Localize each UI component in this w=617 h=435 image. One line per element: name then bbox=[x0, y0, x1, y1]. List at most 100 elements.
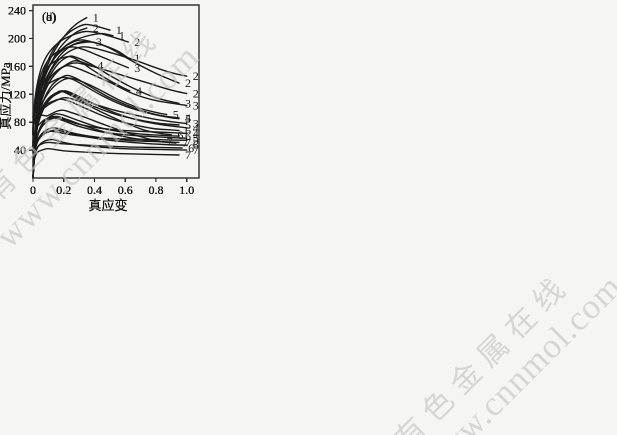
y-tick-label: 120 bbox=[8, 87, 26, 101]
watermark-text: 有色金属在线 bbox=[0, 19, 168, 209]
y-tick-label: 160 bbox=[8, 59, 26, 73]
curve-label: 6 bbox=[185, 129, 191, 143]
curve-2 bbox=[32, 39, 180, 179]
curve-label: 2 bbox=[185, 76, 191, 90]
curve-3 bbox=[32, 46, 129, 148]
x-tick-label: 0.4 bbox=[87, 183, 102, 197]
curve-label: 4 bbox=[185, 111, 191, 125]
subplot-e: 40 80 120 160 200 240 0 0.2 0.4 0.6 0.8 1.0 真应变 真应力/M… bbox=[0, 0, 205, 218]
x-tick-label: 1.0 bbox=[179, 183, 194, 197]
x-tick-label: 0.8 bbox=[148, 183, 163, 197]
curve-label: 6 bbox=[188, 141, 194, 155]
curve-label: 5 bbox=[185, 118, 191, 132]
y-tick-label: 80 bbox=[14, 115, 26, 129]
x-tick-label: 1.0 bbox=[179, 183, 194, 197]
x-tick-label: 0.8 bbox=[148, 183, 163, 197]
curve-label: 5 bbox=[185, 112, 191, 126]
curve-label: 2 bbox=[134, 35, 140, 49]
x-axis-title: 真应变 bbox=[88, 198, 127, 213]
x-tick-label: 0.6 bbox=[118, 183, 133, 197]
curve-label: 6 bbox=[193, 138, 199, 152]
x-tick-label: 0.2 bbox=[56, 183, 71, 197]
x-tick-label: 0.4 bbox=[87, 183, 102, 197]
curve-label: 2 bbox=[93, 21, 99, 35]
watermark-text: www.cnnmol.com bbox=[0, 36, 207, 256]
curve-label: 7 bbox=[167, 135, 173, 149]
x-tick-label: 0.2 bbox=[56, 183, 71, 197]
x-tick-label: 0.6 bbox=[118, 183, 133, 197]
x-tick-label: 0 bbox=[30, 183, 36, 197]
x-tick-label: 0 bbox=[30, 183, 36, 197]
y-axis-title: 真应力/MPa bbox=[0, 62, 13, 129]
y-axis-title: 真应力/MPa bbox=[0, 62, 13, 129]
y-tick-label: 240 bbox=[8, 4, 26, 18]
x-tick-label: 0.4 bbox=[87, 183, 102, 197]
curve-label: 4 bbox=[97, 59, 103, 73]
curve-label: 7 bbox=[193, 143, 199, 157]
x-tick-label: 0 bbox=[30, 183, 36, 197]
x-tick-label: 1.0 bbox=[179, 183, 194, 197]
y-tick-label: 160 bbox=[8, 59, 26, 73]
curve-label: 7 bbox=[185, 135, 191, 149]
curve-label: 6 bbox=[177, 128, 183, 142]
curve-label: 4 bbox=[136, 84, 142, 98]
y-tick-label: 240 bbox=[8, 4, 26, 18]
curve-6 bbox=[32, 98, 180, 148]
y-tick-label: 160 bbox=[8, 59, 26, 73]
y-tick-label: 40 bbox=[14, 143, 26, 157]
x-tick-label: 0 bbox=[30, 183, 36, 197]
x-tick-label: 1.0 bbox=[179, 183, 194, 197]
curve-7 bbox=[32, 115, 177, 153]
y-tick-label: 40 bbox=[14, 143, 26, 157]
curve-label: 5 bbox=[193, 133, 199, 147]
x-tick-label: 0.8 bbox=[148, 183, 163, 197]
y-tick-label: 80 bbox=[14, 115, 26, 129]
curve-label: 4 bbox=[193, 126, 199, 140]
x-tick-label: 0.2 bbox=[56, 183, 71, 197]
x-tick-label: 0.2 bbox=[56, 183, 71, 197]
curve-label: 7 bbox=[185, 148, 191, 162]
x-axis-title: 真应变 bbox=[88, 198, 127, 213]
watermark-text: 有色金属在线 bbox=[388, 267, 578, 435]
curve-label: 3 bbox=[193, 117, 199, 131]
y-axis-title: 真应力/MPa bbox=[0, 62, 13, 129]
curve-label: 3 bbox=[185, 96, 191, 110]
plot-box bbox=[32, 4, 200, 179]
y-tick-label: 120 bbox=[8, 87, 26, 101]
x-tick-label: 0.8 bbox=[148, 183, 163, 197]
x-tick-label: 0.6 bbox=[118, 183, 133, 197]
x-tick-label: 0.8 bbox=[148, 183, 163, 197]
x-axis-title: 真应变 bbox=[88, 198, 127, 213]
panel-tag: (b) bbox=[42, 10, 57, 24]
curve-label: 1 bbox=[134, 51, 140, 65]
panel-tag: (d) bbox=[42, 10, 57, 24]
y-tick-label: 200 bbox=[8, 31, 26, 45]
curve-label: 1 bbox=[119, 29, 125, 43]
y-tick-label: 80 bbox=[14, 115, 26, 129]
curve-label: 4 bbox=[193, 121, 199, 135]
y-tick-label: 240 bbox=[8, 4, 26, 18]
curve-label: 5 bbox=[193, 131, 199, 145]
y-tick-label: 240 bbox=[8, 4, 26, 18]
x-tick-label: 0 bbox=[30, 183, 36, 197]
curve-6 bbox=[32, 113, 180, 179]
curve-label: 1 bbox=[93, 11, 99, 25]
subplot-d: 40 80 120 160 200 240 0 0.2 0.4 0.6 0.8 1.0 真应变 真应力/M… bbox=[0, 0, 205, 218]
x-tick-label: 1.0 bbox=[179, 183, 194, 197]
panel-tag: (c) bbox=[42, 10, 56, 24]
y-tick-label: 40 bbox=[14, 143, 26, 157]
panel-tag: (e) bbox=[42, 10, 56, 24]
curve-label: 3 bbox=[134, 61, 140, 75]
y-tick-label: 80 bbox=[14, 115, 26, 129]
y-tick-label: 120 bbox=[8, 87, 26, 101]
curve-3 bbox=[32, 40, 91, 136]
y-tick-label: 160 bbox=[8, 59, 26, 73]
y-tick-label: 160 bbox=[8, 59, 26, 73]
curve-5 bbox=[32, 77, 168, 118]
watermark-text: www.cnnmol.com bbox=[410, 266, 617, 435]
x-tick-label: 0.6 bbox=[118, 183, 133, 197]
curve-label: 3 bbox=[96, 35, 102, 49]
